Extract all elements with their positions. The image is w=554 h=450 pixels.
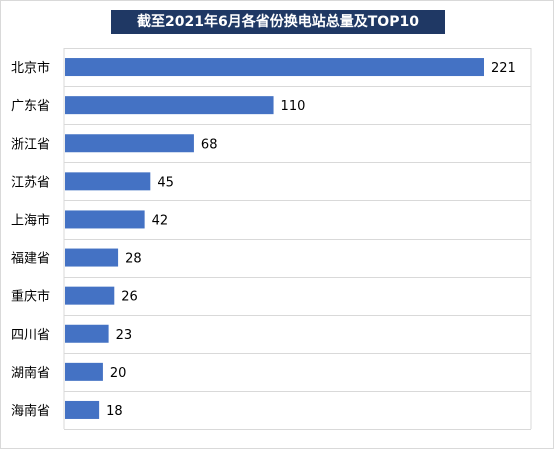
bar <box>65 172 151 191</box>
value-label: 18 <box>106 404 123 419</box>
value-label: 68 <box>201 137 218 152</box>
bar <box>65 248 119 267</box>
category-label: 重庆市 <box>11 289 50 305</box>
category-label: 江苏省 <box>11 174 50 190</box>
category-label: 广东省 <box>11 99 50 114</box>
category-label: 海南省 <box>11 403 50 419</box>
value-label: 221 <box>491 61 516 76</box>
category-label: 上海市 <box>11 212 50 228</box>
category-label: 浙江省 <box>11 137 50 152</box>
value-label: 23 <box>116 328 133 343</box>
bar <box>65 58 484 77</box>
bar <box>65 286 115 305</box>
value-label: 42 <box>152 213 169 228</box>
chart-title: 截至2021年6月各省份换电站总量及TOP10 <box>111 10 445 34</box>
value-label: 110 <box>281 99 306 114</box>
bar <box>65 134 194 153</box>
bar <box>65 400 100 419</box>
bar <box>65 324 109 343</box>
category-label: 福建省 <box>11 252 50 267</box>
category-label: 湖南省 <box>11 365 50 381</box>
bar <box>65 210 145 229</box>
category-label: 北京市 <box>11 60 50 76</box>
bar <box>65 362 103 381</box>
value-label: 26 <box>121 290 138 305</box>
value-label: 45 <box>157 175 174 190</box>
bar <box>65 96 274 115</box>
category-label: 四川省 <box>11 328 50 343</box>
value-label: 20 <box>110 366 127 381</box>
value-label: 28 <box>125 252 142 267</box>
